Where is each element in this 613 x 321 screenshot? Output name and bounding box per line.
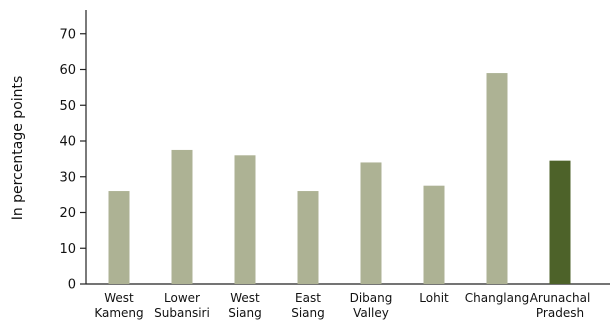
bar [549,160,571,284]
y-tick-label: 10 [59,242,76,257]
bars [108,73,571,284]
bar [486,73,508,284]
y-tick-label: 70 [59,27,76,42]
y-tick-label: 30 [59,170,76,185]
y-tick-label: 50 [59,99,76,114]
bar [297,191,319,284]
y-tick-label: 0 [68,278,76,293]
x-tick-label: Kameng [94,306,143,320]
x-tick-label: Siang [291,306,325,320]
bar [108,191,130,284]
x-tick-label: Changlang [465,291,529,305]
x-tick-label: Valley [353,306,389,320]
y-tick-label: 40 [59,135,76,150]
y-axis-label: In percentage points [10,76,26,221]
x-tick-label: Siang [228,306,262,320]
x-tick-label: Subansiri [154,306,210,320]
bar [423,185,445,284]
bar [234,155,256,284]
bar [360,162,382,284]
x-tick-label: Lohit [419,291,449,305]
x-tick-label: East [295,291,321,305]
y-tick-label: 20 [59,206,76,221]
x-tick-label: West [230,291,260,305]
x-tick-label: Dibang [350,291,393,305]
x-tick-label: Lower [164,291,200,305]
x-tick-label: Arunachal [530,291,591,305]
x-tick-label: West [104,291,134,305]
bar [171,149,193,284]
y-axis: 0 10 20 30 40 50 60 70 [59,10,87,293]
x-tick-label: Pradesh [536,306,584,320]
y-tick-label: 60 [59,63,76,78]
x-tick-labels: WestKamengLowerSubansiriWestSiangEastSia… [94,291,590,320]
